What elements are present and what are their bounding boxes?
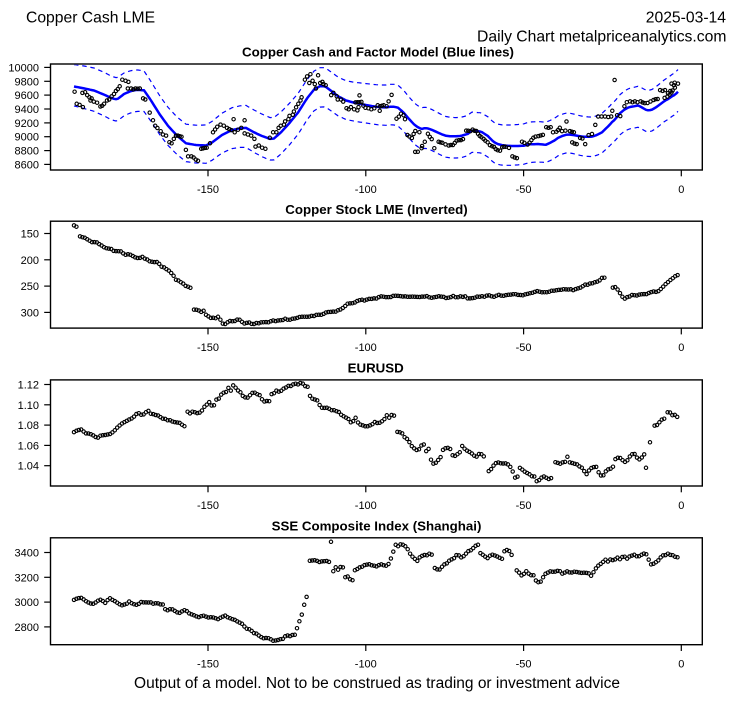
svg-text:9800: 9800 xyxy=(15,76,39,88)
svg-text:1.10: 1.10 xyxy=(18,400,39,412)
svg-text:3000: 3000 xyxy=(15,597,39,609)
svg-text:1.08: 1.08 xyxy=(18,420,39,432)
svg-text:3400: 3400 xyxy=(15,548,39,560)
svg-text:Copper Cash and Factor Model (: Copper Cash and Factor Model (Blue lines… xyxy=(242,44,514,59)
svg-text:0: 0 xyxy=(678,342,684,354)
svg-text:-150: -150 xyxy=(197,342,219,354)
svg-text:-100: -100 xyxy=(355,184,377,196)
svg-text:-150: -150 xyxy=(197,500,219,512)
svg-text:10000: 10000 xyxy=(8,62,39,74)
svg-text:-50: -50 xyxy=(516,659,532,671)
svg-text:2025-03-14: 2025-03-14 xyxy=(646,10,727,27)
svg-text:250: 250 xyxy=(21,281,39,293)
svg-text:1.04: 1.04 xyxy=(18,461,39,473)
svg-text:-50: -50 xyxy=(516,500,532,512)
svg-text:9000: 9000 xyxy=(15,132,39,144)
svg-text:-100: -100 xyxy=(355,500,377,512)
svg-text:-100: -100 xyxy=(355,342,377,354)
svg-text:200: 200 xyxy=(21,255,39,267)
svg-text:-100: -100 xyxy=(355,659,377,671)
svg-text:EURUSD: EURUSD xyxy=(348,361,405,376)
svg-text:0: 0 xyxy=(678,184,684,196)
svg-text:Daily Chart metalpriceanalytic: Daily Chart metalpriceanalytics.com xyxy=(477,29,726,46)
svg-text:9200: 9200 xyxy=(15,118,39,130)
svg-text:-150: -150 xyxy=(197,184,219,196)
svg-text:-50: -50 xyxy=(516,184,532,196)
svg-text:9400: 9400 xyxy=(15,104,39,116)
svg-text:300: 300 xyxy=(21,307,39,319)
svg-text:Output of a model. Not to be c: Output of a model. Not to be construed a… xyxy=(134,675,620,692)
svg-text:Copper Cash LME: Copper Cash LME xyxy=(26,10,155,27)
svg-text:0: 0 xyxy=(678,659,684,671)
svg-text:8800: 8800 xyxy=(15,146,39,158)
svg-text:1.12: 1.12 xyxy=(18,380,39,392)
svg-text:SSE Composite Index (Shanghai): SSE Composite Index (Shanghai) xyxy=(272,519,482,534)
svg-text:-150: -150 xyxy=(197,659,219,671)
svg-text:Copper Stock LME (Inverted): Copper Stock LME (Inverted) xyxy=(285,202,467,217)
svg-text:1.06: 1.06 xyxy=(18,440,39,452)
svg-text:2800: 2800 xyxy=(15,622,39,634)
svg-text:3200: 3200 xyxy=(15,572,39,584)
svg-text:0: 0 xyxy=(678,500,684,512)
svg-text:8600: 8600 xyxy=(15,159,39,171)
svg-text:9600: 9600 xyxy=(15,90,39,102)
svg-text:-50: -50 xyxy=(516,342,532,354)
svg-text:150: 150 xyxy=(21,229,39,241)
